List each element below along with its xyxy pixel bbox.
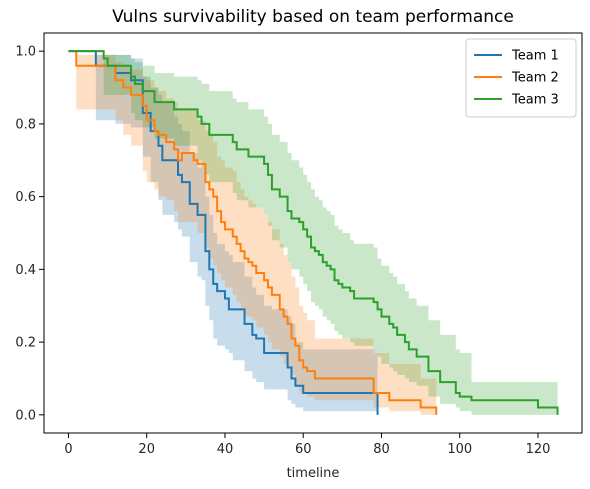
- x-tick-label: 80: [373, 442, 390, 457]
- legend-label: Team 1: [511, 49, 559, 64]
- x-tick-label: 100: [447, 442, 472, 457]
- x-tick-label: 20: [138, 442, 155, 457]
- x-axis-label: timeline: [287, 466, 340, 481]
- y-axis: 0.0 0.2 0.4 0.6 0.8 1.0: [15, 45, 44, 424]
- x-tick-label: 60: [295, 442, 312, 457]
- x-tick-label: 0: [64, 442, 72, 457]
- x-tick-label: 40: [217, 442, 234, 457]
- legend-label: Team 2: [511, 71, 559, 86]
- legend-label: Team 3: [511, 93, 559, 108]
- y-tick-label: 0.0: [15, 408, 36, 423]
- legend: Team 1 Team 2 Team 3: [466, 39, 576, 117]
- x-tick-label: 120: [526, 442, 551, 457]
- y-tick-label: 0.4: [15, 263, 36, 278]
- y-tick-label: 0.2: [15, 336, 36, 351]
- y-tick-label: 1.0: [15, 45, 36, 60]
- y-tick-label: 0.6: [15, 190, 36, 205]
- y-tick-label: 0.8: [15, 117, 36, 132]
- x-axis: 0 20 40 60 80 100 120: [64, 433, 550, 457]
- chart-title: Vulns survivability based on team perfor…: [112, 7, 514, 27]
